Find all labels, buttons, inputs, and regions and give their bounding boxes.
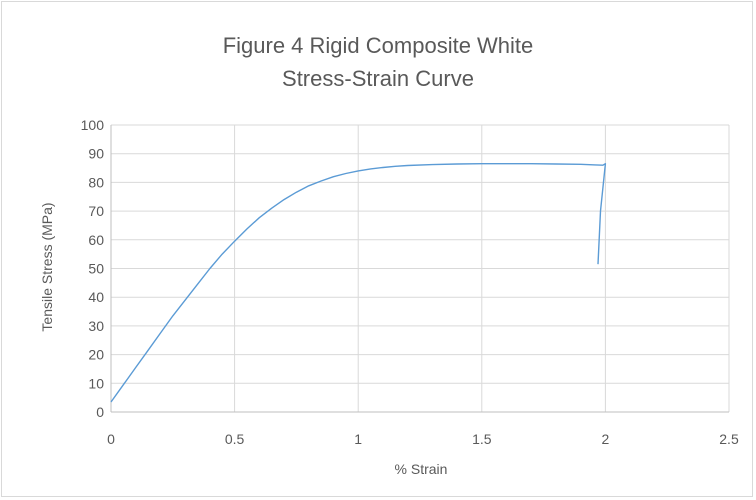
x-tick-label: 0.5 [225, 431, 245, 447]
x-tick-label: 1 [354, 431, 362, 447]
axes [110, 125, 729, 413]
y-tick-label: 80 [88, 174, 104, 190]
x-tick-label: 0 [107, 431, 115, 447]
chart-title-line-2: Stress-Strain Curve [282, 66, 474, 91]
y-tick-label: 20 [88, 347, 104, 363]
y-tick-label: 50 [88, 261, 104, 277]
y-tick-label: 90 [88, 146, 104, 162]
gridlines [111, 124, 730, 412]
y-tick-label: 40 [88, 289, 104, 305]
y-tick-label: 70 [88, 203, 104, 219]
y-tick-label: 100 [81, 117, 105, 133]
y-tick-label: 10 [88, 375, 104, 391]
y-tick-label: 0 [96, 404, 104, 420]
chart-title-line-1: Figure 4 Rigid Composite White [223, 33, 534, 58]
x-tick-label: 2.5 [719, 431, 739, 447]
y-tick-labels: 0 10 20 30 40 50 60 70 80 90 100 [81, 117, 105, 420]
series-line [110, 162, 607, 403]
y-axis-label: Tensile Stress (MPa) [39, 202, 55, 331]
x-axis-label: % Strain [395, 461, 448, 477]
y-tick-label: 60 [88, 232, 104, 248]
x-tick-label: 2 [602, 431, 610, 447]
data-series [110, 162, 607, 403]
x-tick-labels: 0 0.5 1 1.5 2 2.5 [107, 431, 739, 447]
x-tick-label: 1.5 [472, 431, 492, 447]
y-tick-label: 30 [88, 318, 104, 334]
